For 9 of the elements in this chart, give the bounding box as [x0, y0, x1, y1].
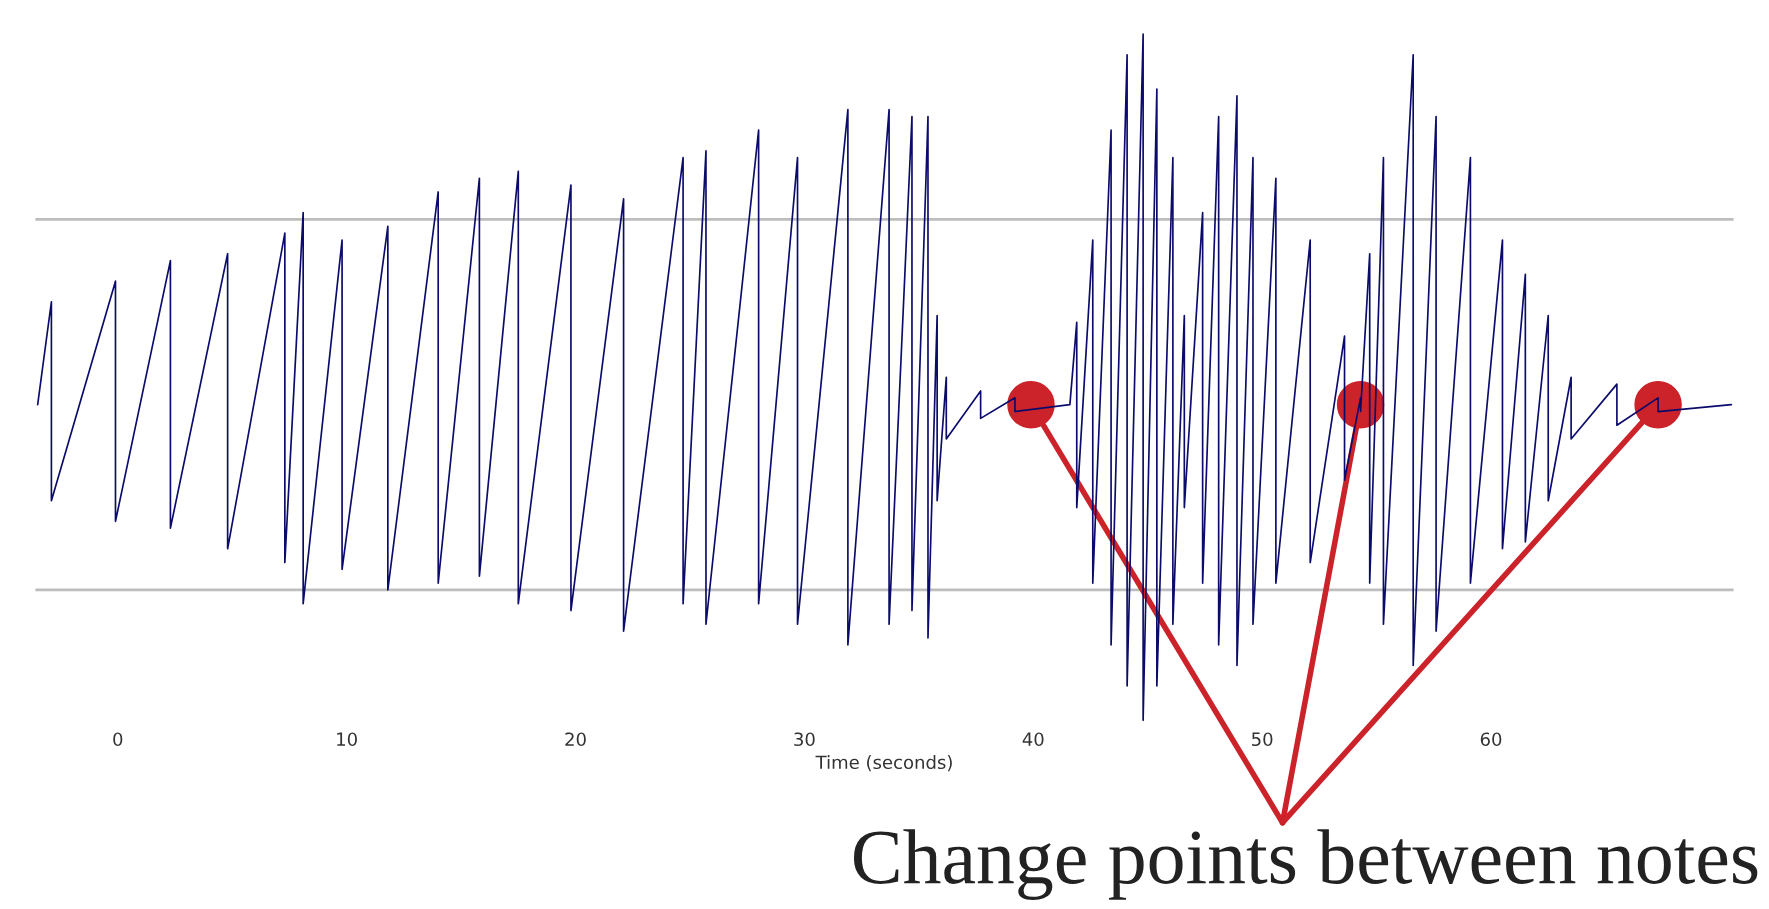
- x-tick-label: 20: [565, 732, 586, 747]
- x-tick-label: 30: [794, 732, 815, 747]
- x-tick-label: 0: [113, 732, 123, 747]
- text: Change points between notes: [853, 829, 1758, 900]
- x-tick-label: 10: [337, 732, 357, 747]
- x-tick-label: 50: [1252, 732, 1273, 747]
- x-tick-label: 60: [1480, 732, 1502, 747]
- x-tick-label: 40: [1022, 732, 1044, 747]
- x-axis-title: Time (seconds): [815, 755, 952, 772]
